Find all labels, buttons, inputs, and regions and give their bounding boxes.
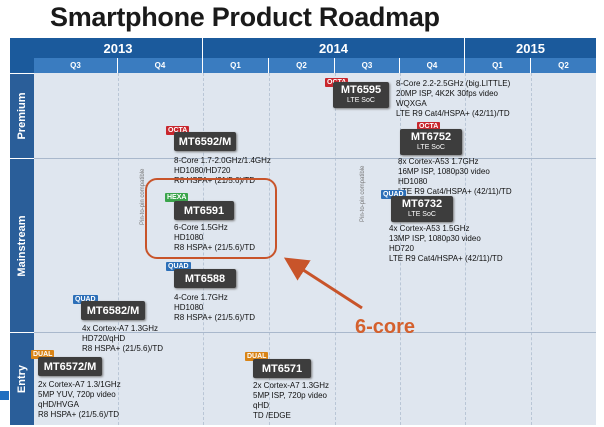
chip-mt6591: MT6591 xyxy=(174,201,234,220)
spec-mt6595: 8-Core 2.2-2.5GHz (big.LITTLE) 20MP ISP, … xyxy=(396,79,511,118)
quarter-2014-q1: Q1 xyxy=(203,58,268,73)
chip-subtitle: LTE SoC xyxy=(347,97,375,104)
quarter-2014-q4: Q4 xyxy=(400,58,464,73)
chip-mt6572m: MT6572/M xyxy=(38,357,102,376)
spec-mt6588: 4-Core 1.7GHz HD1080 R8 HSPA+ (21/5.6)/TD xyxy=(174,293,255,322)
page-title: Smartphone Product Roadmap xyxy=(50,2,440,32)
year-2013: 2013 xyxy=(34,38,202,58)
chip-mt6595: MT6595 LTE SoC xyxy=(333,82,389,108)
callout-arrow xyxy=(283,257,363,310)
chip-mt6582m: MT6582/M xyxy=(81,301,145,320)
spec-mt6752: 8x Cortex-A53 1.7GHz 16MP ISP, 1080p30 vi… xyxy=(398,157,512,196)
quarter-2015-q1: Q1 xyxy=(465,58,530,73)
year-2014: 2014 xyxy=(203,38,464,58)
tier-divider xyxy=(34,158,596,159)
roadmap-grid xyxy=(34,73,596,425)
quarter-2015-q2: Q2 xyxy=(531,58,596,73)
chip-name: MT6595 xyxy=(340,84,382,96)
dual-core-badge: DUAL xyxy=(31,350,55,359)
grid-divider xyxy=(203,73,204,425)
grid-divider xyxy=(465,73,466,425)
quarter-2014-q2: Q2 xyxy=(269,58,334,73)
chip-subtitle: LTE SoC xyxy=(408,211,436,218)
spec-mt6582m: 4x Cortex-A7 1.3GHz HD720/qHD R8 HSPA+ (21… xyxy=(82,324,163,353)
chip-name: MT6752 xyxy=(410,131,452,143)
grid-divider xyxy=(400,73,401,425)
callout-label: 6-core xyxy=(355,316,416,338)
quarter-2014-q3: Q3 xyxy=(335,58,399,73)
spec-mt6591: 6-Core 1.5GHz HD1080 R8 HSPA+ (21/5.6)/TD xyxy=(174,223,255,252)
quad-core-badge: QUAD xyxy=(166,262,191,271)
spec-mt6571: 2x Cortex-A7 1.3GHz 5MP ISP, 720p video qH… xyxy=(253,381,330,420)
tier-divider xyxy=(34,332,596,333)
grid-divider xyxy=(531,73,532,425)
chip-mt6732: MT6732 LTE SoC xyxy=(391,196,453,222)
tier-entry: Entry xyxy=(10,333,34,425)
quarter-2013-q4: Q4 xyxy=(118,58,202,73)
chip-subtitle: LTE SoC xyxy=(417,144,445,151)
tier-mainstream: Mainstream xyxy=(10,159,34,332)
six-core-highlight xyxy=(145,178,277,259)
quad-core-badge: QUAD xyxy=(381,190,406,199)
grid-divider xyxy=(335,73,336,425)
chip-mt6592m: MT6592/M xyxy=(174,132,236,151)
page-marker xyxy=(0,391,9,400)
spec-mt6592m: 8-Core 1.7-2.0GHz/1.4GHz HD1080/HD720 R8 H… xyxy=(174,156,271,185)
chip-mt6752: MT6752 LTE SoC xyxy=(400,129,462,155)
quad-core-badge: QUAD xyxy=(73,295,98,304)
header-corner xyxy=(10,38,34,73)
pin-compatible-label: Pin-to-pin compatible xyxy=(360,165,366,222)
dual-core-badge: DUAL xyxy=(245,352,269,361)
spec-mt6572m: 2x Cortex-A7 1.3/1GHz 5MP YUV, 720p video… xyxy=(38,380,121,419)
chip-mt6571: MT6571 xyxy=(253,359,311,378)
quarter-2013-q3: Q3 xyxy=(34,58,117,73)
hexa-core-badge: HEXA xyxy=(165,193,189,202)
spec-mt6732: 4x Cortex-A53 1.5GHz 13MP ISP, 1080p30 vi… xyxy=(389,224,503,263)
chip-name: MT6732 xyxy=(401,198,443,210)
tier-premium: Premium xyxy=(10,74,34,158)
grid-divider xyxy=(118,73,119,425)
octa-core-badge: OCTA xyxy=(166,126,190,135)
chip-mt6588: MT6588 xyxy=(174,269,236,288)
octa-core-badge: OCTA xyxy=(417,122,441,131)
year-2015: 2015 xyxy=(465,38,596,58)
